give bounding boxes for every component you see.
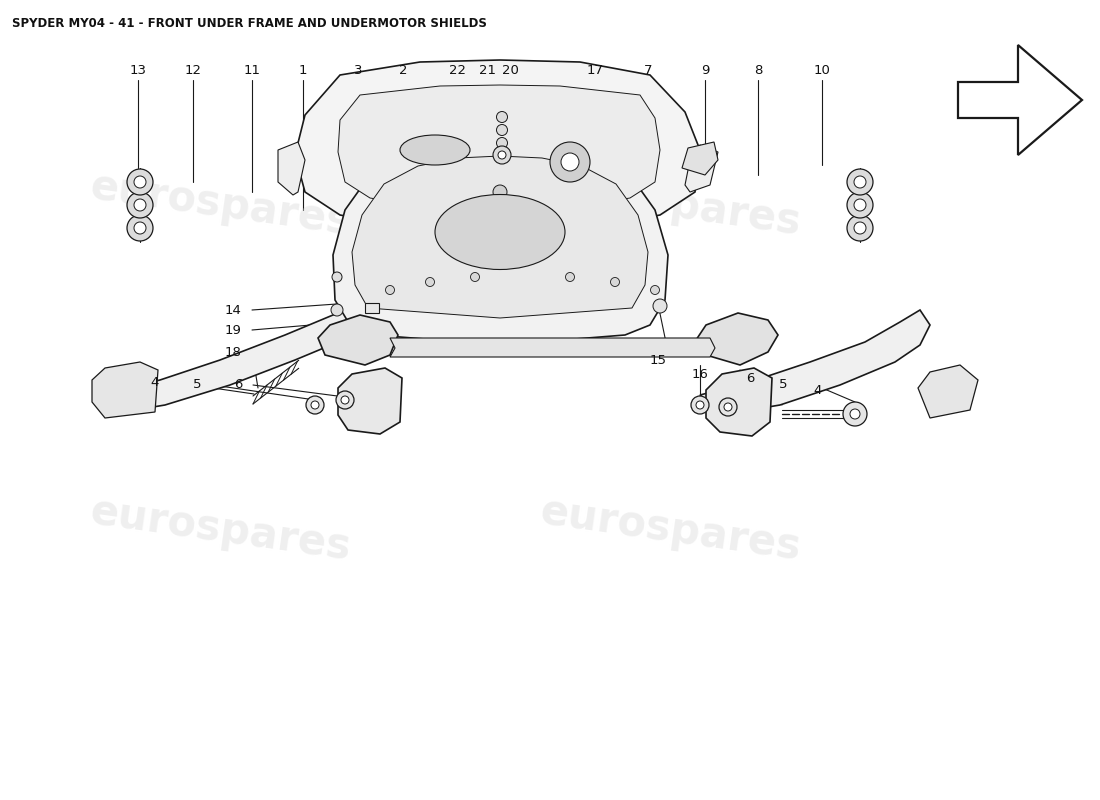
Circle shape — [126, 169, 153, 195]
Text: 20: 20 — [502, 63, 518, 77]
Text: 4: 4 — [151, 375, 160, 389]
Text: 3: 3 — [354, 63, 362, 77]
Circle shape — [498, 151, 506, 159]
Text: 17: 17 — [586, 63, 604, 77]
Text: 5: 5 — [192, 378, 201, 391]
Circle shape — [496, 111, 507, 122]
Circle shape — [847, 169, 873, 195]
Polygon shape — [338, 368, 402, 434]
Text: 9: 9 — [701, 63, 710, 77]
Text: 5: 5 — [779, 378, 788, 390]
Polygon shape — [706, 368, 772, 436]
Text: eurospares: eurospares — [87, 491, 353, 569]
Text: 13: 13 — [130, 63, 146, 77]
Circle shape — [610, 278, 619, 286]
Polygon shape — [958, 45, 1082, 155]
Circle shape — [550, 142, 590, 182]
Circle shape — [311, 401, 319, 409]
Polygon shape — [318, 315, 398, 365]
Circle shape — [126, 192, 153, 218]
Text: 18: 18 — [224, 346, 241, 358]
Polygon shape — [295, 60, 700, 232]
Circle shape — [336, 391, 354, 409]
Circle shape — [565, 273, 574, 282]
Text: SPYDER MY04 - 41 - FRONT UNDER FRAME AND UNDERMOTOR SHIELDS: SPYDER MY04 - 41 - FRONT UNDER FRAME AND… — [12, 17, 487, 30]
Polygon shape — [338, 85, 660, 210]
Text: 6: 6 — [746, 371, 755, 385]
Polygon shape — [352, 156, 648, 318]
Text: 8: 8 — [754, 63, 762, 77]
Circle shape — [493, 185, 507, 199]
Circle shape — [854, 199, 866, 211]
Circle shape — [850, 409, 860, 419]
Polygon shape — [333, 142, 668, 345]
Polygon shape — [92, 362, 158, 418]
Circle shape — [126, 215, 153, 241]
Polygon shape — [360, 310, 640, 342]
Text: eurospares: eurospares — [537, 166, 803, 244]
Polygon shape — [104, 298, 395, 415]
Circle shape — [653, 299, 667, 313]
Circle shape — [426, 278, 434, 286]
Circle shape — [493, 146, 512, 164]
Ellipse shape — [434, 194, 565, 270]
Text: 14: 14 — [224, 303, 241, 317]
Circle shape — [847, 215, 873, 241]
Circle shape — [496, 138, 507, 149]
Circle shape — [134, 222, 146, 234]
Circle shape — [134, 176, 146, 188]
Polygon shape — [390, 338, 715, 357]
Text: 10: 10 — [814, 63, 830, 77]
Text: 7: 7 — [644, 63, 652, 77]
Circle shape — [561, 153, 579, 171]
Circle shape — [332, 272, 342, 282]
Text: 21: 21 — [480, 63, 496, 77]
Circle shape — [696, 401, 704, 409]
Text: 6: 6 — [234, 378, 242, 391]
Polygon shape — [696, 313, 778, 365]
Circle shape — [847, 192, 873, 218]
Circle shape — [331, 304, 343, 316]
Text: 1: 1 — [299, 63, 307, 77]
Circle shape — [854, 222, 866, 234]
Polygon shape — [278, 142, 305, 195]
Text: 4: 4 — [814, 383, 822, 397]
Circle shape — [134, 199, 146, 211]
Polygon shape — [700, 310, 930, 415]
Text: 15: 15 — [649, 354, 667, 366]
Text: eurospares: eurospares — [87, 166, 353, 244]
Circle shape — [650, 286, 660, 294]
Circle shape — [471, 273, 480, 282]
Circle shape — [691, 396, 710, 414]
Polygon shape — [918, 365, 978, 418]
Circle shape — [341, 396, 349, 404]
Text: 16: 16 — [692, 367, 708, 381]
Circle shape — [306, 396, 324, 414]
Circle shape — [724, 403, 732, 411]
Circle shape — [496, 125, 507, 135]
FancyBboxPatch shape — [365, 303, 380, 313]
Text: 11: 11 — [243, 63, 261, 77]
Text: 22: 22 — [449, 63, 465, 77]
Circle shape — [385, 286, 395, 294]
Text: 19: 19 — [224, 323, 241, 337]
Ellipse shape — [400, 135, 470, 165]
Text: 2: 2 — [398, 63, 407, 77]
Polygon shape — [685, 145, 718, 192]
Text: 12: 12 — [185, 63, 201, 77]
Circle shape — [719, 398, 737, 416]
Polygon shape — [682, 142, 718, 175]
Text: eurospares: eurospares — [537, 491, 803, 569]
Circle shape — [854, 176, 866, 188]
Circle shape — [843, 402, 867, 426]
